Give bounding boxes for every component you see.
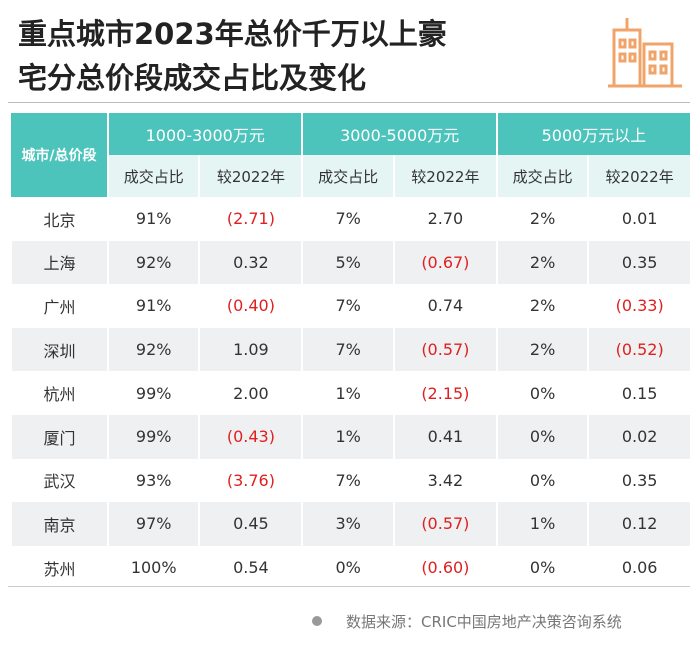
value-cell: (2.15) <box>392 371 497 415</box>
value-cell: 0.02 <box>587 414 690 459</box>
value-cell: 0% <box>495 545 589 590</box>
value-cell: 92% <box>106 327 200 372</box>
value-cell: 5% <box>301 240 394 285</box>
value-cell: 0.06 <box>587 545 690 590</box>
table-row: 苏州 100% 0.54 0% (0.60) 0% 0.06 <box>10 545 690 590</box>
group-header: 5000万元以上 <box>495 113 690 155</box>
table-row: 厦门 99% (0.43) 1% 0.41 0% 0.02 <box>10 414 690 459</box>
divider <box>8 586 690 587</box>
city-cell: 广州 <box>10 284 108 328</box>
value-cell: (2.71) <box>198 197 303 241</box>
value-cell: (0.60) <box>392 545 497 590</box>
value-cell: 2% <box>495 327 589 372</box>
value-cell: 0.45 <box>198 502 303 546</box>
value-cell: 2.70 <box>392 197 497 241</box>
value-cell: 3% <box>301 502 394 546</box>
value-cell: 100% <box>106 545 200 590</box>
value-cell: 0.54 <box>198 545 303 590</box>
city-cell: 深圳 <box>10 327 108 372</box>
table-row: 北京 91% (2.71) 7% 2.70 2% 0.01 <box>10 197 690 241</box>
value-cell: 93% <box>106 458 200 503</box>
value-cell: (0.33) <box>587 284 690 328</box>
value-cell: 7% <box>301 458 394 503</box>
table-row: 广州 91% (0.40) 7% 0.74 2% (0.33) <box>10 284 690 328</box>
value-cell: 0% <box>495 371 589 415</box>
building-icon <box>608 18 682 88</box>
value-cell: 92% <box>106 240 200 285</box>
sub-header: 成交占比 <box>301 155 394 197</box>
value-cell: 0.74 <box>392 284 497 328</box>
corner-header: 城市/总价段 <box>11 113 108 197</box>
sub-header: 较2022年 <box>587 155 690 197</box>
value-cell: 1.09 <box>198 327 303 372</box>
value-cell: 0% <box>301 545 394 590</box>
value-cell: 1% <box>301 414 394 459</box>
data-table: 城市/总价段 1000-3000万元 3000-5000万元 5000万元以上 … <box>10 113 690 590</box>
table-row: 南京 97% 0.45 3% (0.57) 1% 0.12 <box>10 502 690 546</box>
value-cell: 2% <box>495 197 589 241</box>
sub-header: 较2022年 <box>392 155 497 197</box>
city-cell: 南京 <box>10 502 108 546</box>
value-cell: (0.52) <box>587 327 690 372</box>
sub-header: 较2022年 <box>198 155 303 197</box>
value-cell: 0% <box>495 414 589 459</box>
value-cell: 91% <box>106 284 200 328</box>
value-cell: 0.01 <box>587 197 690 241</box>
divider <box>8 102 690 103</box>
value-cell: 7% <box>301 327 394 372</box>
city-cell: 上海 <box>10 240 108 285</box>
value-cell: 3.42 <box>392 458 497 503</box>
group-header: 3000-5000万元 <box>301 113 497 155</box>
sub-header: 成交占比 <box>495 155 589 197</box>
value-cell: 0.12 <box>587 502 690 546</box>
title-line: 宅分总价段成交占比及变化 <box>18 61 367 95</box>
group-header: 1000-3000万元 <box>106 113 303 155</box>
city-cell: 杭州 <box>10 371 108 415</box>
city-cell: 武汉 <box>10 458 108 503</box>
value-cell: 99% <box>106 371 200 415</box>
value-cell: (0.57) <box>392 327 497 372</box>
title: 重点城市2023年总价千万以上豪 宅分总价段成交占比及变化 <box>18 12 447 100</box>
city-cell: 北京 <box>10 197 108 241</box>
value-cell: 99% <box>106 414 200 459</box>
value-cell: (0.67) <box>392 240 497 285</box>
value-cell: (0.40) <box>198 284 303 328</box>
value-cell: 0% <box>495 458 589 503</box>
sub-header: 成交占比 <box>106 155 200 197</box>
title-line: 重点城市2023年总价千万以上豪 <box>18 17 447 51</box>
table-row: 杭州 99% 2.00 1% (2.15) 0% 0.15 <box>10 371 690 415</box>
value-cell: 0.41 <box>392 414 497 459</box>
value-cell: 0.32 <box>198 240 303 285</box>
value-cell: 0.35 <box>587 240 690 285</box>
table-row: 上海 92% 0.32 5% (0.67) 2% 0.35 <box>10 240 690 285</box>
value-cell: 0.15 <box>587 371 690 415</box>
value-cell: (0.43) <box>198 414 303 459</box>
value-cell: (3.76) <box>198 458 303 503</box>
value-cell: 2.00 <box>198 371 303 415</box>
value-cell: 0.35 <box>587 458 690 503</box>
source-note: 数据来源：CRIC中国房地产决策咨询系统 <box>346 613 622 631</box>
city-cell: 厦门 <box>10 414 108 459</box>
value-cell: 7% <box>301 197 394 241</box>
value-cell: 2% <box>495 284 589 328</box>
table-row: 深圳 92% 1.09 7% (0.57) 2% (0.52) <box>10 327 690 372</box>
table-row: 武汉 93% (3.76) 7% 3.42 0% 0.35 <box>10 458 690 503</box>
city-cell: 苏州 <box>10 545 108 590</box>
value-cell: 1% <box>301 371 394 415</box>
value-cell: 7% <box>301 284 394 328</box>
value-cell: 2% <box>495 240 589 285</box>
value-cell: 91% <box>106 197 200 241</box>
value-cell: 97% <box>106 502 200 546</box>
value-cell: (0.57) <box>392 502 497 546</box>
bullet <box>312 616 322 626</box>
value-cell: 1% <box>495 502 589 546</box>
